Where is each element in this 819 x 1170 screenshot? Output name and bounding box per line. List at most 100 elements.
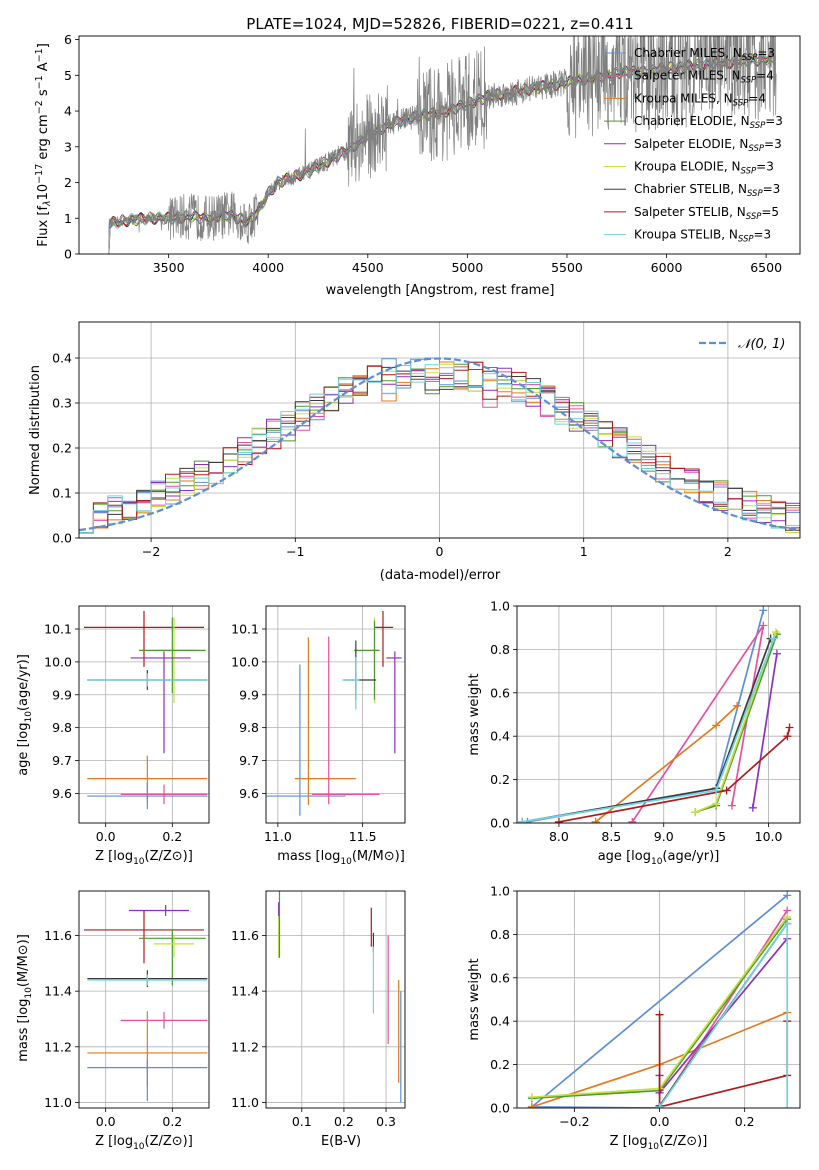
- axes-frame: [516, 605, 801, 824]
- series-marker-salpeter_miles: [727, 801, 736, 810]
- x-tick-label: 0.0: [96, 1114, 116, 1129]
- label-sub: 10: [340, 857, 352, 867]
- label-text: ]: [36, 43, 51, 48]
- x-tick-label: 11.0: [264, 829, 292, 844]
- y-tick-label: 0.8: [490, 927, 510, 942]
- x-tick-label: −2: [142, 544, 160, 559]
- legend-sub: SSP: [750, 121, 766, 131]
- axes-frame: [78, 321, 801, 539]
- series-marker-chabrier_miles: [759, 606, 768, 615]
- series-marker-kroupa_miles: [527, 1102, 536, 1108]
- series-marker-kroupa_stelib: [783, 1104, 792, 1108]
- residuals-plot-area: [79, 357, 800, 534]
- series-marker-kroupa_elodie: [771, 628, 780, 637]
- y-tick-label: 11.4: [44, 984, 72, 999]
- x-tick-label: 4500: [352, 260, 384, 275]
- label-text: (age/yr)]: [662, 849, 719, 864]
- label-text: A: [36, 62, 51, 75]
- axes-frame: [265, 890, 406, 1109]
- series-marker-kroupa_stelib: [783, 919, 792, 928]
- label-text: (Z/Z⊙)]: [145, 1134, 193, 1149]
- legend-text: Kroupa ELODIE, N: [634, 160, 741, 174]
- legend-count: =3: [756, 160, 774, 174]
- x-tick-label: 8.5: [601, 829, 621, 844]
- legend-text: Salpeter STELIB, N: [634, 205, 746, 219]
- label-text: (M/M⊙)]: [16, 934, 31, 987]
- legend-label-chabrier_miles: Chabrier MILES, NSSP=3: [634, 46, 775, 63]
- label-text: Flux [f: [36, 206, 51, 247]
- histogram-salpeter_stelib: [79, 361, 800, 534]
- label-text: Z [log: [610, 1134, 648, 1149]
- legend-sub: SSP: [741, 167, 757, 177]
- y-axis-label: mass weight: [467, 958, 482, 1040]
- x-tick-label: 5000: [451, 260, 483, 275]
- legend-text: Chabrier MILES, N: [634, 46, 742, 60]
- label-text: s: [36, 89, 51, 100]
- x-axis-label: mass [log10(M/M⊙)]: [277, 849, 405, 867]
- label-sub: 10: [648, 1142, 660, 1152]
- series-marker-kroupa_elodie: [712, 799, 721, 808]
- x-axis-label: E(B-V): [321, 1134, 361, 1149]
- y-tick-label: 0.2: [490, 772, 510, 787]
- legend-sub: SSP: [746, 212, 762, 222]
- y-tick-label: 11.0: [231, 1095, 259, 1110]
- mass_vs_ebv-plot-area: [278, 891, 402, 1103]
- legend-count: =3: [763, 182, 781, 196]
- x-axis-label: Z [log10(Z/Z⊙)]: [95, 849, 193, 867]
- y-tick-label: 9.7: [239, 753, 259, 768]
- legend-text: Kroupa MILES, N: [634, 91, 733, 105]
- legend-text: Chabrier ELODIE, N: [634, 114, 750, 128]
- mass_vs_Z-plot-area: [84, 904, 208, 1102]
- x-tick-label: 0.2: [162, 829, 182, 844]
- series-marker-salpeter_stelib: [655, 1010, 664, 1019]
- y-axis-label: mass weight: [467, 673, 482, 755]
- legend-label-salpeter_elodie: Salpeter ELODIE, NSSP=3: [634, 137, 782, 154]
- legend-count: =3: [764, 137, 782, 151]
- label-sub: λ: [42, 200, 53, 207]
- y-tick-label: 0: [64, 247, 72, 262]
- y-tick-label: 6: [64, 32, 72, 47]
- label-text: (age/yr)]: [16, 654, 31, 711]
- mass_vs_ebv-panel: 0.1 0.2 0.3 11.0 11.2 11.4 11.6 E(B-V): [231, 890, 406, 1149]
- label-sup: −17: [34, 164, 45, 184]
- x-tick-label: 0.3: [376, 1114, 396, 1129]
- legend-count: =5: [761, 205, 779, 219]
- label-text: (Z/Z⊙)]: [659, 1134, 707, 1149]
- axes-frame: [78, 605, 210, 824]
- legend-label-chabrier_stelib: Chabrier STELIB, NSSP=3: [634, 182, 780, 199]
- legend-count: =4: [748, 91, 766, 105]
- y-tick-label: 9.8: [239, 720, 259, 735]
- mass_weight_vs_Z-plot-area: [527, 891, 792, 1108]
- label-sup: −2: [34, 100, 45, 114]
- legend-label-chabrier_elodie: Chabrier ELODIE, NSSP=3: [634, 114, 783, 131]
- legend-label-kroupa_miles: Kroupa MILES, NSSP=4: [634, 91, 766, 108]
- x-tick-label: −1: [286, 544, 304, 559]
- y-tick-label: 11.2: [44, 1039, 72, 1054]
- y-tick-label: 4: [64, 104, 72, 119]
- y-tick-label: 1.0: [490, 599, 510, 614]
- series-marker-salpeter_elodie: [772, 649, 781, 658]
- mass_weight_vs_Z-panel: −0.2 0.0 0.2 0.0 0.2 0.4 0.6 0.8 1.0 Z [log10(Z/Z…: [467, 884, 801, 1152]
- y-tick-label: 0.4: [52, 351, 72, 366]
- series-marker-salpeter_miles: [628, 817, 637, 823]
- spectrum-panel: 3500 4000 4500 5000 5500 6000 6500 0 1 2 3 4 5 6 Chabr…: [34, 32, 801, 298]
- y-tick-label: 1.0: [490, 884, 510, 899]
- legend-label-kroupa_stelib: Kroupa STELIB, NSSP=3: [634, 228, 771, 245]
- label-text: mass [log: [277, 849, 340, 864]
- label-sub: 10: [133, 857, 145, 867]
- series-marker-salpeter_stelib: [783, 732, 792, 741]
- y-tick-label: 9.6: [239, 786, 259, 801]
- y-tick-label: 1: [64, 211, 72, 226]
- label-text: Z [log: [95, 1134, 133, 1149]
- x-tick-label: 9.0: [654, 829, 674, 844]
- x-tick-label: 0: [436, 544, 444, 559]
- legend-count: =4: [756, 69, 774, 83]
- age_vs_mass-panel: 11.0 11.5 9.6 9.7 9.8 9.9 10.0 10.1 mass [log10(…: [231, 605, 406, 867]
- legend-count: =3: [765, 114, 783, 128]
- x-tick-label: 4000: [252, 260, 284, 275]
- x-tick-label: 2: [724, 544, 732, 559]
- legend-sub: SSP: [748, 144, 764, 154]
- x-tick-label: 6500: [750, 260, 782, 275]
- series-line-salpeter_elodie: [751, 653, 778, 808]
